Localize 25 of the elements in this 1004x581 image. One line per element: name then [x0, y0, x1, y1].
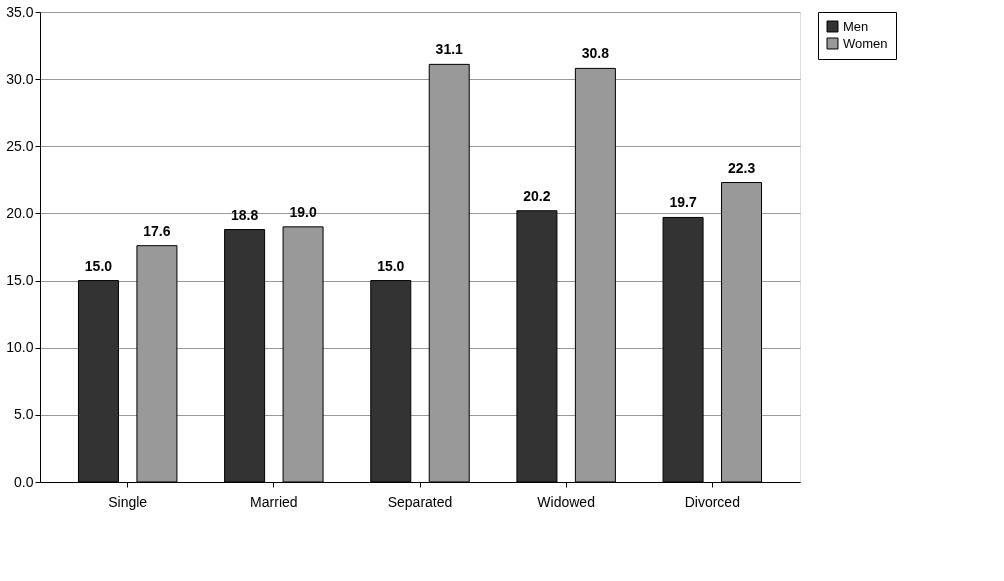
x-tick-label: Divorced [684, 493, 740, 510]
legend-label: Men [843, 18, 869, 34]
data-label: 30.8 [581, 45, 610, 62]
data-label: 17.6 [143, 222, 171, 239]
y-tick-label: 35.0 [6, 3, 34, 20]
y-tick-label: 0.0 [14, 473, 34, 490]
y-tick-label: 15.0 [6, 272, 34, 289]
y-tick-label: 10.0 [6, 339, 34, 356]
x-tick-label: Single [108, 493, 148, 510]
data-label: 15.0 [377, 257, 405, 274]
data-label: 20.2 [523, 187, 551, 204]
y-tick-label: 5.0 [14, 406, 34, 423]
legend-label: Women [843, 35, 888, 51]
data-label: 15.0 [84, 257, 113, 274]
data-label: 31.1 [435, 41, 464, 58]
data-label: 22.3 [727, 159, 756, 176]
data-label: 18.8 [230, 206, 259, 223]
x-tick-label: Widowed [537, 493, 595, 510]
y-tick-label: 30.0 [6, 70, 34, 87]
x-tick-label: Separated [387, 493, 453, 510]
data-label: 19.7 [669, 194, 697, 211]
data-label: 19.0 [289, 203, 317, 220]
y-tick-label: 25.0 [6, 137, 34, 154]
x-tick-label: Married [250, 493, 298, 510]
y-tick-label: 20.0 [6, 204, 34, 221]
